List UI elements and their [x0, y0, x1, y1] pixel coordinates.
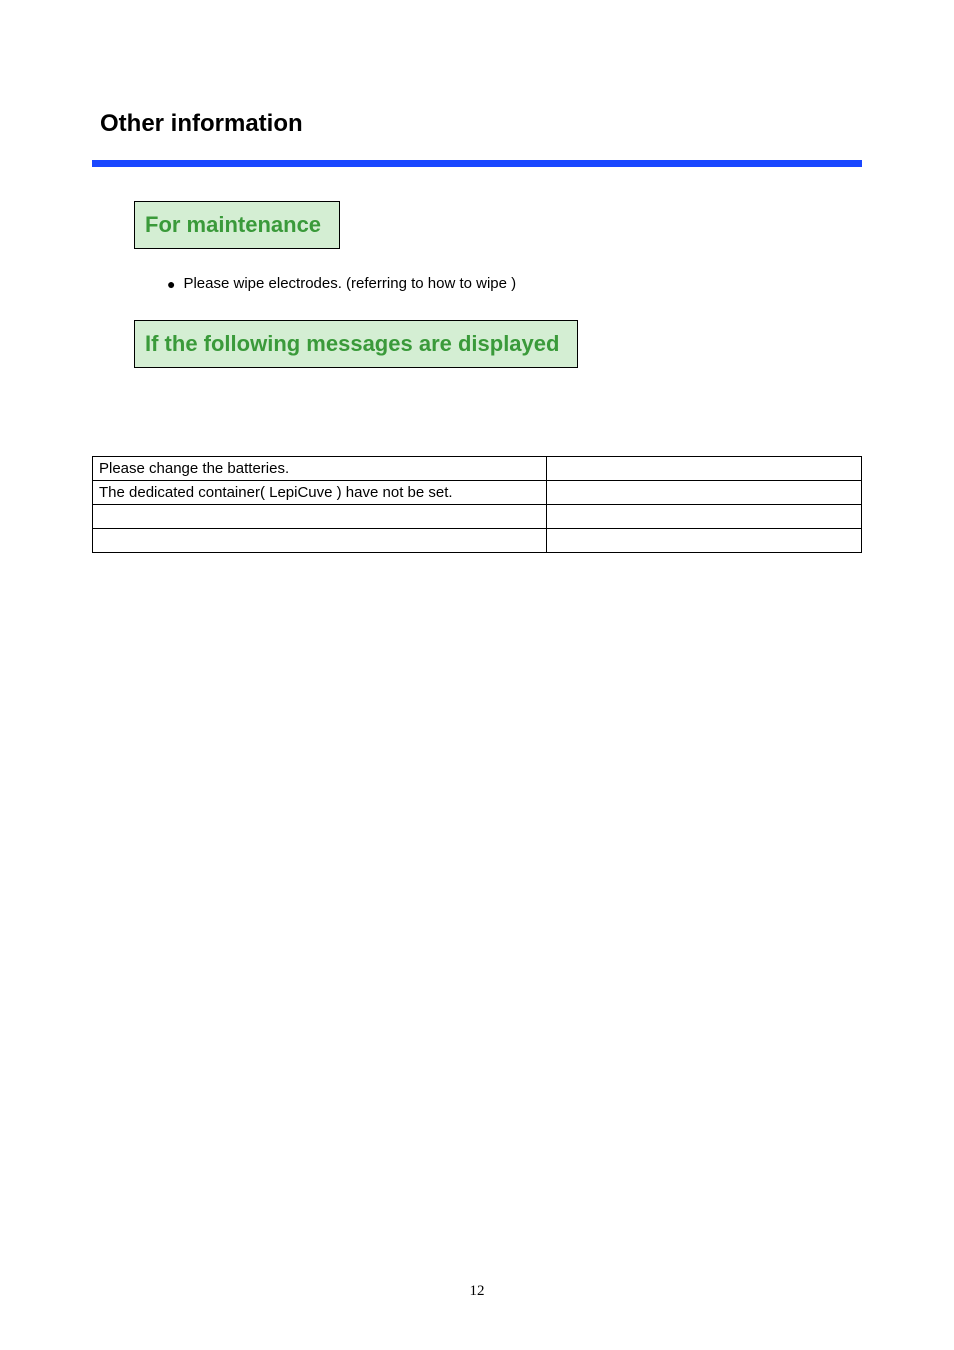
table-row: Please change the batteries. [93, 457, 862, 481]
table-cell [546, 457, 861, 481]
table-cell: Please change the batteries. [93, 457, 547, 481]
table-row [93, 505, 862, 529]
table-cell [93, 505, 547, 529]
table-row: The dedicated container( LepiCuve ) have… [93, 481, 862, 505]
section-box-maintenance: For maintenance [134, 201, 340, 249]
section-box-messages: If the following messages are displayed [134, 320, 578, 368]
bullet-line: ● Please wipe electrodes. (referring to … [167, 275, 862, 292]
table-row [93, 529, 862, 553]
page-container: Other information For maintenance ● Plea… [0, 0, 954, 1350]
bullet-text: Please wipe electrodes. (referring to ho… [183, 275, 516, 292]
messages-table-container: Please change the batteries. The dedicat… [92, 456, 862, 553]
page-number: 12 [0, 1283, 954, 1300]
title-underline-bar [92, 160, 862, 167]
table-cell [546, 529, 861, 553]
bullet-icon: ● [167, 276, 175, 292]
messages-table: Please change the batteries. The dedicat… [92, 456, 862, 553]
page-title: Other information [100, 110, 862, 138]
table-cell: The dedicated container( LepiCuve ) have… [93, 481, 547, 505]
table-cell [93, 529, 547, 553]
table-cell [546, 505, 861, 529]
section-heading-messages: If the following messages are displayed [145, 331, 559, 356]
section-heading-maintenance: For maintenance [145, 212, 321, 237]
table-cell [546, 481, 861, 505]
